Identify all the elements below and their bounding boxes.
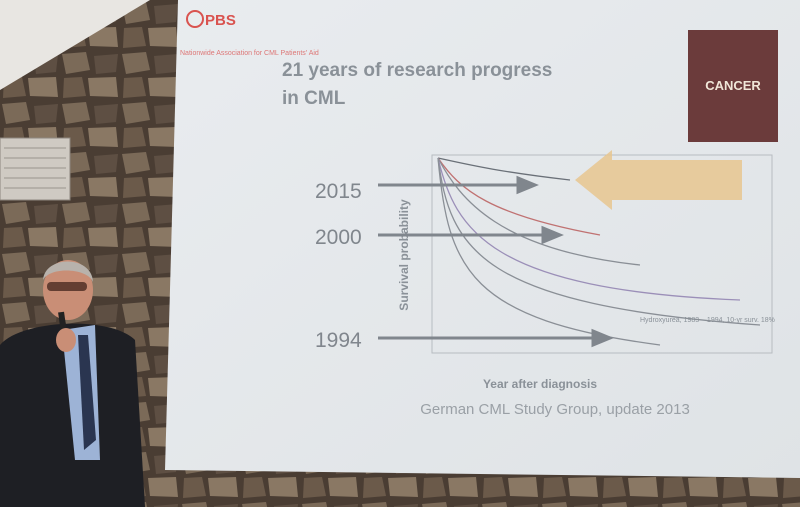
year-label: 1994: [315, 329, 362, 352]
speaker: [0, 260, 145, 507]
ceiling: [0, 0, 150, 90]
vent: [0, 137, 71, 201]
logo: PBS: [205, 12, 236, 29]
year-labels: 2015 2000 1994: [315, 180, 362, 352]
highlight-arrow: [575, 150, 742, 210]
plot-frame: [431, 154, 773, 354]
slide-title: 21 years of research progress: [282, 60, 552, 81]
year-arrows: [378, 175, 614, 348]
vent-slats: [4, 147, 66, 189]
source: German CML Study Group, update 2013: [420, 401, 690, 418]
book-cover: [688, 30, 778, 142]
y-axis-label: Survival probability: [397, 199, 411, 311]
year-label: 2015: [315, 180, 362, 203]
x-axis-label: Year after diagnosis: [483, 377, 597, 391]
book-word: CANCER: [705, 78, 761, 93]
curve-label: Hydroxyurea, 1983 – 1994, 10-yr surv. 18…: [640, 317, 775, 324]
organization: Nationwide Association for CML Patients'…: [180, 50, 319, 57]
survival-curves: [437, 157, 761, 346]
year-label: 2000: [315, 226, 362, 249]
logo-icon: [186, 10, 204, 28]
slide-title: in CML: [282, 88, 346, 109]
